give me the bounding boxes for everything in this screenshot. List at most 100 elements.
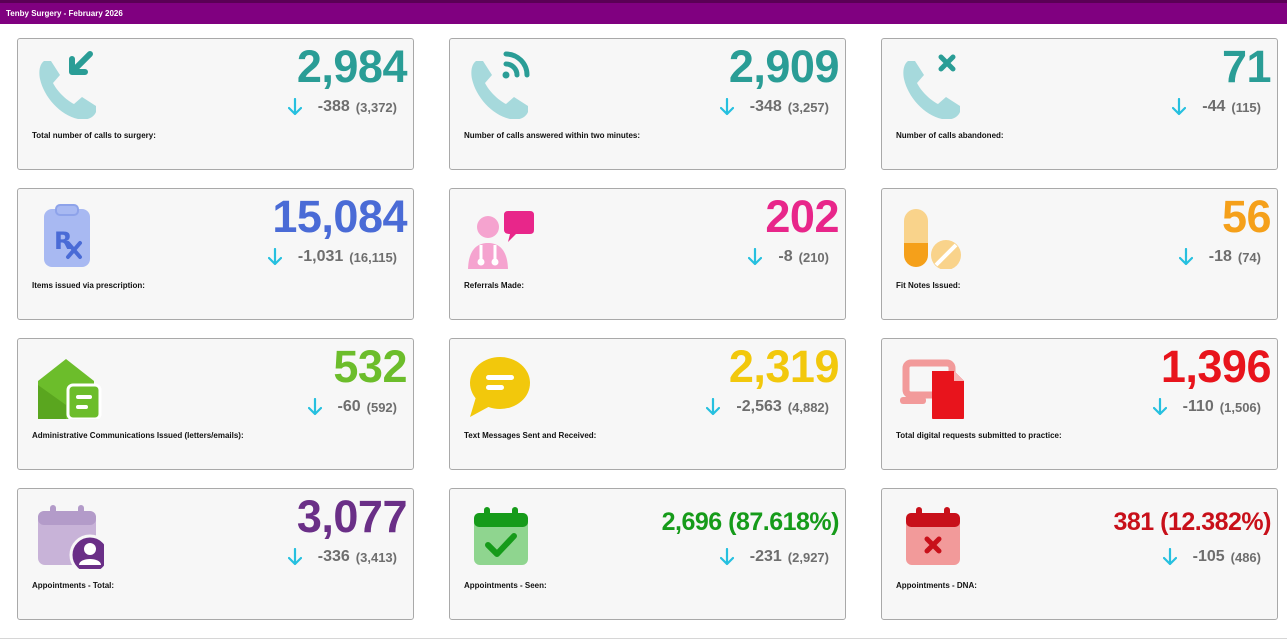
metric-previous: (1,506): [1219, 399, 1261, 415]
card-text-messages: 2,319 -2,563 (4,882) Text Messages Sent …: [449, 338, 846, 470]
down-arrow-icon: [1178, 248, 1193, 266]
metric-label: Appointments - Seen:: [464, 581, 547, 590]
metric-label: Items issued via prescription:: [32, 281, 145, 290]
metric-delta: -336: [317, 548, 350, 565]
metric-label: Total digital requests submitted to prac…: [896, 431, 1062, 440]
metric-previous: (115): [1231, 99, 1261, 115]
metric-label: Appointments - Total:: [32, 581, 115, 590]
footer-divider: [0, 638, 1287, 639]
metric-previous: (3,413): [355, 549, 397, 565]
metric-previous: (16,115): [349, 249, 397, 265]
call-abandoned-icon: [898, 49, 968, 119]
metric-value: 2,696 (87.618%): [661, 507, 840, 537]
metric-delta: -2,563: [736, 398, 782, 415]
metric-change: -44 (115): [1172, 97, 1261, 117]
metric-percentage: (12.382%): [1160, 508, 1271, 536]
referral-icon: [466, 199, 536, 269]
metric-delta: -44: [1202, 98, 1226, 115]
metric-value: 202: [765, 191, 839, 242]
metric-count: 2,696: [661, 508, 723, 536]
calendar-user-icon: [34, 499, 104, 569]
pills-icon: [898, 199, 968, 269]
metric-value: 381 (12.382%): [1113, 507, 1271, 537]
metric-delta: -18: [1208, 248, 1232, 265]
metric-delta: -8: [778, 248, 793, 265]
metric-value: 1,396: [1160, 341, 1272, 392]
down-arrow-icon: [307, 398, 322, 416]
metric-change: -388 (3,372): [287, 97, 397, 117]
dashboard-title: Tenby Surgery - February 2026: [6, 9, 123, 18]
metric-change: -348 (3,257): [719, 97, 829, 117]
metric-previous: (4,882): [787, 399, 829, 415]
metric-value: 15,084: [272, 191, 407, 242]
digital-request-icon: [898, 349, 968, 419]
calendar-cross-icon: [898, 499, 968, 569]
metric-change: -1,031 (16,115): [267, 247, 397, 267]
metric-value: 2,319: [728, 341, 840, 392]
card-appointments-seen: 2,696 (87.618%) -231 (2,927) Appointment…: [449, 488, 846, 620]
down-arrow-icon: [706, 398, 721, 416]
down-arrow-icon: [1162, 548, 1177, 566]
metric-change: -105 (486): [1162, 547, 1261, 567]
metric-delta: -110: [1182, 398, 1214, 415]
metric-value: 2,984: [296, 41, 408, 92]
incoming-call-icon: [34, 49, 104, 119]
down-arrow-icon: [287, 548, 302, 566]
metric-change: -110 (1,506): [1152, 397, 1261, 417]
down-arrow-icon: [267, 248, 282, 266]
metric-delta: -231: [749, 548, 782, 565]
metric-delta: -60: [337, 398, 361, 415]
metric-previous: (3,257): [787, 99, 829, 115]
metric-value: 532: [333, 341, 407, 392]
metric-previous: (3,372): [355, 99, 397, 115]
call-answered-icon: [466, 49, 536, 119]
metric-delta: -388: [317, 98, 350, 115]
metric-delta: -1,031: [297, 248, 344, 265]
svg-text:R: R: [54, 227, 72, 255]
metric-label: Number of calls answered within two minu…: [464, 131, 641, 140]
metric-label: Number of calls abandoned:: [896, 131, 1004, 140]
header-top-line: [0, 0, 1287, 3]
metric-label: Referrals Made:: [464, 281, 525, 290]
metric-value: 2,909: [728, 41, 840, 92]
down-arrow-icon: [719, 548, 734, 566]
metric-label: Administrative Communications Issued (le…: [32, 431, 244, 440]
metric-previous: (210): [798, 249, 829, 265]
dashboard-header: Tenby Surgery - February 2026: [0, 3, 1287, 24]
message-icon: [466, 349, 536, 419]
metric-change: -336 (3,413): [287, 547, 397, 567]
card-admin-comms: 532 -60 (592) Administrative Communicati…: [17, 338, 414, 470]
card-total-calls: 2,984 -388 (3,372) Total number of calls…: [17, 38, 414, 170]
metric-change: -18 (74): [1178, 247, 1261, 267]
metric-label: Text Messages Sent and Received:: [464, 431, 597, 440]
card-calls-abandoned: 71 -44 (115) Number of calls abandoned:: [881, 38, 1278, 170]
down-arrow-icon: [287, 98, 302, 116]
metric-percentage: (87.618%): [728, 508, 839, 536]
card-appointments-dna: 381 (12.382%) -105 (486) Appointments - …: [881, 488, 1278, 620]
metric-value: 71: [1221, 41, 1272, 92]
metric-label: Fit Notes Issued:: [896, 281, 961, 290]
metric-previous: (592): [366, 399, 397, 415]
metric-delta: -105: [1192, 548, 1225, 565]
metric-delta: -348: [749, 98, 782, 115]
down-arrow-icon: [719, 98, 734, 116]
card-appointments-total: 3,077 -336 (3,413) Appointments - Total:: [17, 488, 414, 620]
metric-previous: (486): [1230, 549, 1261, 565]
metric-previous: (74): [1237, 249, 1261, 265]
metric-count: 381: [1113, 508, 1154, 536]
card-fit-notes: 56 -18 (74) Fit Notes Issued:: [881, 188, 1278, 320]
down-arrow-icon: [1172, 98, 1187, 116]
metric-value: 3,077: [296, 491, 408, 542]
down-arrow-icon: [1152, 398, 1167, 416]
metric-label: Appointments - DNA:: [896, 581, 977, 590]
metric-change: -60 (592): [307, 397, 397, 417]
card-prescriptions: R 15,084 -1,031 (16,115) Items issued vi…: [17, 188, 414, 320]
metric-change: -231 (2,927): [719, 547, 829, 567]
metric-label: Total number of calls to surgery:: [32, 131, 156, 140]
card-referrals: 202 -8 (210) Referrals Made:: [449, 188, 846, 320]
card-digital-requests: 1,396 -110 (1,506) Total digital request…: [881, 338, 1278, 470]
metric-previous: (2,927): [787, 549, 829, 565]
metric-value: 56: [1221, 191, 1272, 242]
metric-change: -2,563 (4,882): [706, 397, 829, 417]
calendar-check-icon: [466, 499, 536, 569]
